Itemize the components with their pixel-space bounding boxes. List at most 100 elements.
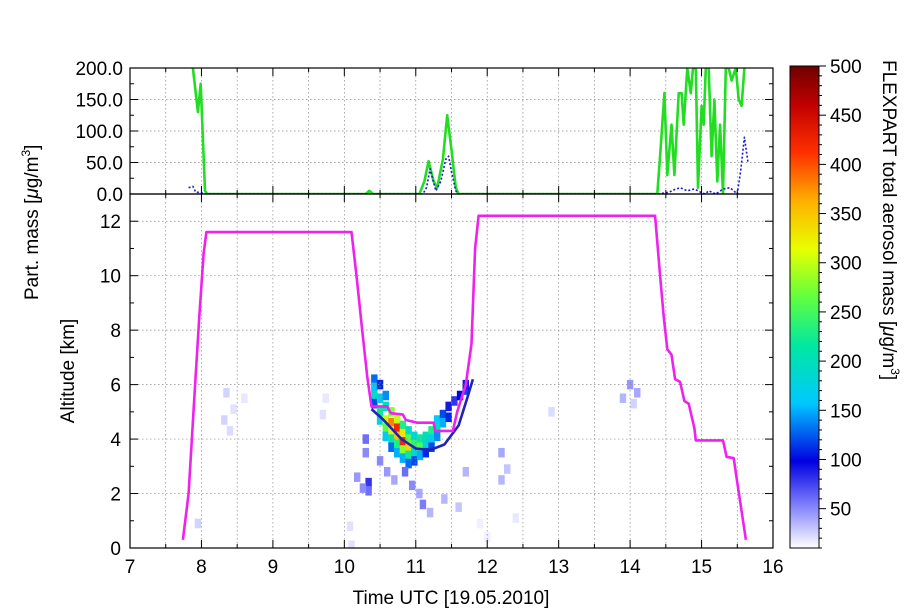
top-y-tick-label: 100.0 [75, 122, 123, 143]
heatmap-cell [411, 456, 418, 466]
main-y-tick-label: 10 [100, 267, 121, 288]
heatmap-cell [411, 431, 418, 442]
heatmap-cell [630, 398, 637, 409]
heatmap-cell [371, 390, 378, 401]
heatmap-cell [376, 407, 384, 417]
main-y-tick-label: 4 [110, 430, 121, 451]
heatmap-cell [433, 415, 441, 425]
heatmap-cell [433, 431, 441, 442]
heatmap-cell [399, 453, 407, 463]
heatmap-cell [422, 439, 429, 450]
main-x-axis-label: Time UTC [19.05.2010] [353, 588, 550, 609]
colorbar-tick-label: 300 [830, 254, 862, 275]
colorbar-label: FLEXPART total aerosol mass [μg/m3] [878, 60, 902, 380]
heatmap-cell [512, 513, 520, 523]
top-y-tick-label: 200.0 [75, 59, 123, 80]
top-y-axis-label: Part. mass [μg/m3] [19, 145, 43, 300]
heatmap-cell [405, 442, 412, 453]
heatmap-cell [376, 456, 384, 466]
x-tick-label: 8 [196, 557, 207, 578]
heatmap-cell [376, 379, 384, 390]
heatmap-cell [462, 385, 470, 395]
heatmap-cell [365, 477, 372, 488]
top-series [188, 68, 749, 194]
colorbar-tick-label: 200 [830, 352, 862, 373]
top-y-tick-label: 150.0 [75, 91, 123, 112]
heatmap-cell [619, 393, 627, 403]
top-grid [130, 68, 773, 194]
altitude-track-blue [370, 378, 475, 452]
main-y-axis-label: Altitude [km] [58, 319, 79, 424]
main-y-tick-label: 2 [110, 485, 121, 506]
heatmap-cell [422, 447, 429, 458]
heatmap-cell [393, 415, 401, 425]
heatmap-cell [371, 374, 378, 384]
heatmap-cell [411, 447, 418, 458]
heatmap-cell [399, 420, 407, 431]
top-panel: 0.0 50.0 100.0 150.0 200.0 Part. mass [μg/m3… [19, 59, 773, 300]
main-panel-frame [129, 193, 774, 549]
heatmap-cell [419, 499, 427, 510]
x-tick-label: 12 [477, 557, 498, 578]
main-y-tick-label: 6 [110, 376, 121, 397]
colorbar-tick-label: 400 [830, 155, 862, 176]
heatmap-cell [634, 388, 641, 398]
heatmap-cell [498, 447, 505, 458]
heatmap-cell [382, 415, 389, 425]
x-tick-label: 15 [691, 557, 712, 578]
main-panel: 0 2 4 6 8 10 12 7 8 9 10 11 12 13 14 15 16 Altitude [km… [58, 68, 784, 609]
heatmap-cell [504, 464, 511, 474]
heatmap-cell [441, 494, 448, 504]
heatmap-cell [371, 398, 378, 409]
heatmap-cell [451, 396, 458, 406]
x-tick-label: 7 [125, 557, 136, 578]
heatmap-cell [416, 450, 424, 461]
top-y-tick-label: 0.0 [97, 185, 123, 206]
heatmap-cell [408, 480, 416, 491]
colorbar-tick-label: 500 [830, 57, 862, 78]
heatmap-cell [476, 518, 484, 529]
heatmap-cell [405, 458, 412, 469]
x-tick-label: 16 [762, 557, 783, 578]
colorbar-tick-label: 350 [830, 205, 862, 226]
flight-tracks [181, 214, 748, 540]
x-tick-label: 13 [548, 557, 569, 578]
heatmap-cell [221, 415, 228, 425]
heatmap-cell [241, 393, 248, 403]
heatmap-cell [230, 404, 237, 414]
heatmap-cell [223, 388, 230, 398]
heatmap-cell [405, 426, 412, 436]
heatmap-cell [383, 466, 391, 477]
main-y-tick-label: 0 [110, 539, 121, 560]
heatmap-cell [405, 450, 412, 461]
colorbar-gradient [789, 65, 820, 549]
heatmap-cell [371, 382, 378, 393]
main-y-ticks: 0 2 4 6 8 10 12 [100, 193, 773, 560]
particle-mass-line-blue-dotted [188, 136, 749, 194]
heatmap-cell [484, 532, 491, 542]
heatmap-cell [498, 475, 505, 485]
heatmap-cell [348, 540, 355, 548]
heatmap-cell [422, 431, 429, 442]
heatmap-cell [388, 417, 395, 428]
heatmap-cell [455, 502, 462, 512]
heatmap-cell [399, 437, 407, 447]
heatmap-cell [322, 393, 329, 403]
heatmap-cell [393, 439, 401, 450]
heatmap-cell [456, 390, 464, 401]
heatmap-cell [346, 521, 354, 531]
heatmap-cell [376, 415, 384, 425]
x-tick-label: 10 [334, 557, 355, 578]
colorbar-tick-label: 150 [830, 401, 862, 422]
heatmap-cell [411, 439, 418, 450]
heatmap-cell [439, 417, 447, 428]
heatmap-cell [391, 475, 398, 485]
heatmap-cell [416, 434, 424, 444]
heatmap-cell [226, 426, 234, 436]
heatmap-cell [382, 431, 389, 442]
heatmap-cell [382, 390, 389, 401]
particle-mass-line-green [191, 68, 746, 194]
colorbar-tick-label: 50 [830, 500, 851, 521]
heatmap-cell [393, 423, 401, 433]
